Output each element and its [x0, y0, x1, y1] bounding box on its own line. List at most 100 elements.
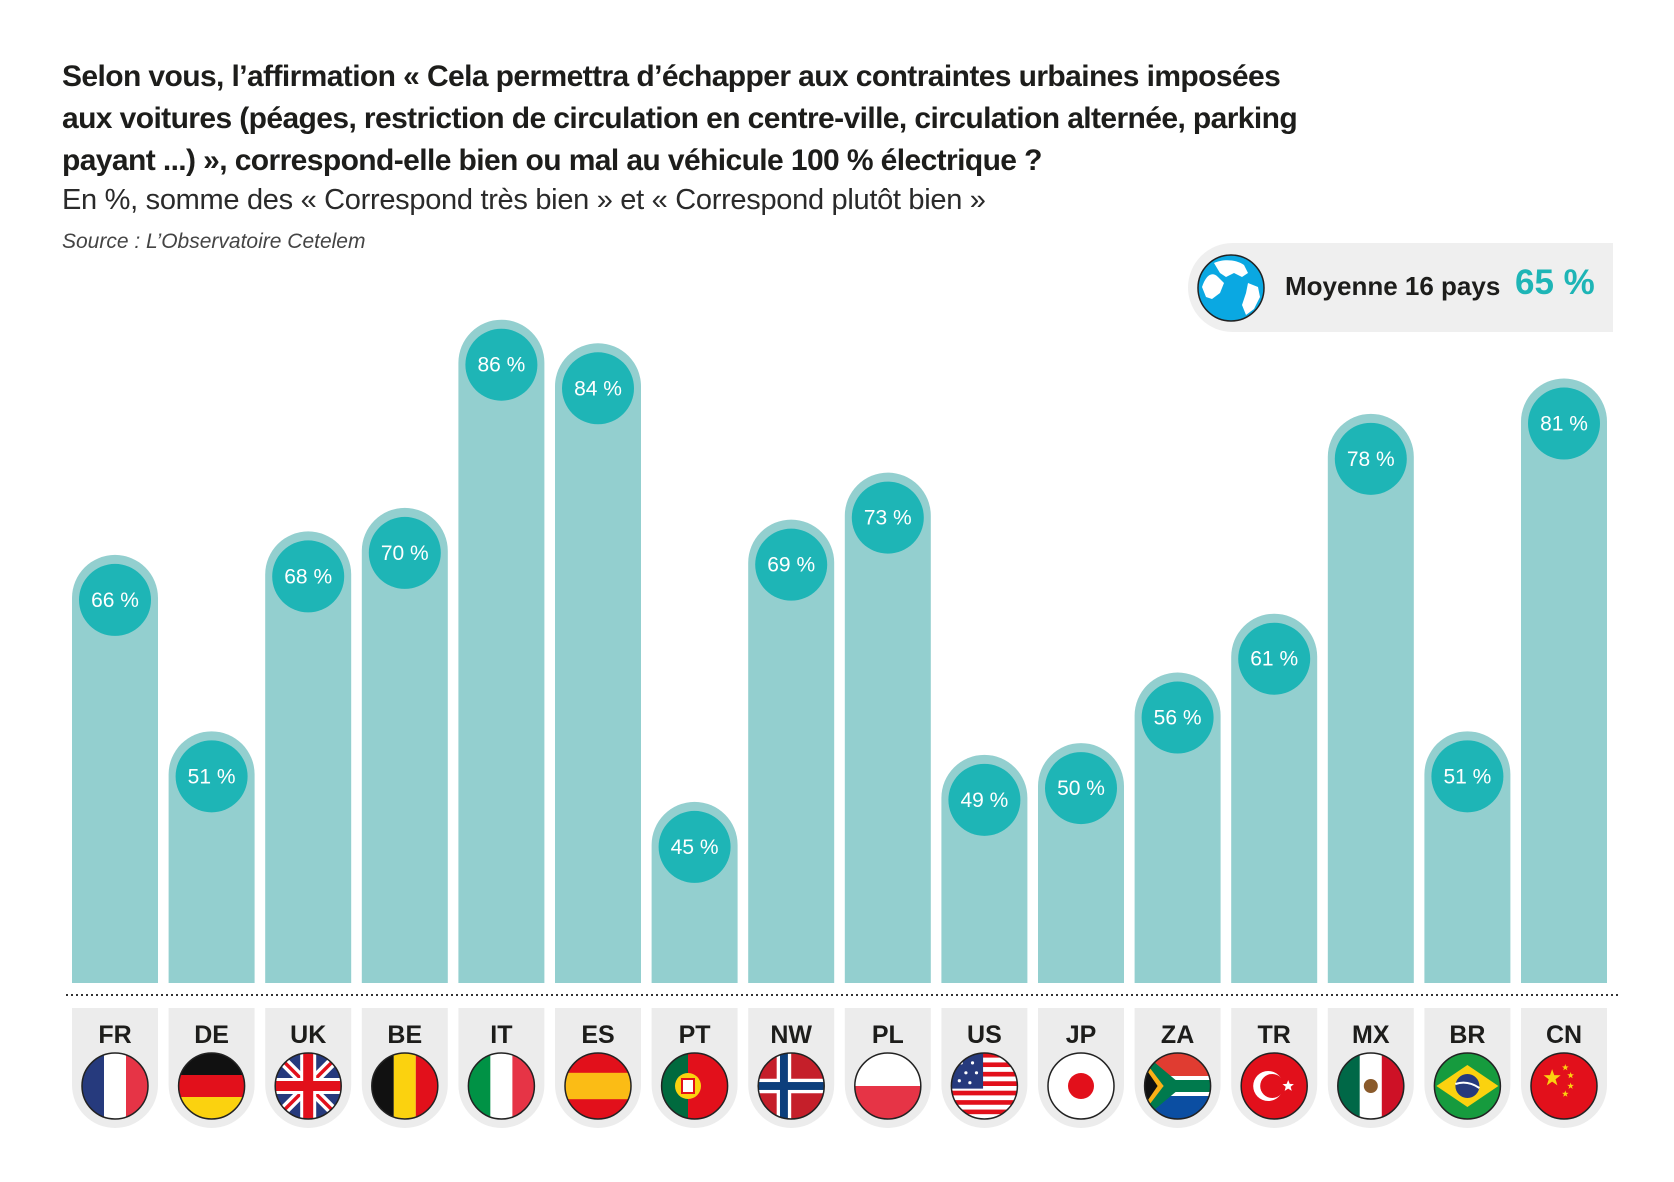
data-label: 49 %	[960, 789, 1008, 812]
country-tab-fr: FR	[72, 1008, 158, 1128]
bar	[1231, 613, 1318, 983]
value-bubble	[1238, 622, 1311, 695]
value-bubble	[851, 481, 924, 554]
bar	[361, 507, 448, 983]
country-tab-br: BR	[1424, 1008, 1511, 1128]
flag-part	[951, 1081, 1018, 1086]
bar-group-uk: 68 %	[265, 531, 352, 983]
data-label: 68 %	[284, 565, 332, 588]
data-label: 66 %	[91, 589, 139, 612]
flag-part	[178, 1053, 245, 1075]
flag-part	[1282, 1080, 1294, 1091]
value-bubble	[1334, 422, 1407, 495]
bar-group-tr: 61 %	[1231, 613, 1318, 983]
flag-part	[951, 1071, 1018, 1077]
flag-border	[177, 1052, 246, 1120]
bar-group-za: 56 %	[1134, 672, 1221, 983]
flag-part	[970, 1061, 975, 1065]
value-bubble	[562, 352, 634, 425]
data-label: 56 %	[1154, 707, 1202, 730]
country-tab-tr: TR	[1231, 1008, 1318, 1128]
country-tab-pt: PT	[651, 1008, 738, 1128]
value-bubble	[465, 328, 538, 401]
flag-part	[964, 1071, 968, 1075]
flag-part	[415, 1053, 438, 1119]
flag-part	[512, 1053, 535, 1119]
flag-part	[1567, 1071, 1574, 1079]
flag-part	[758, 1082, 825, 1090]
country-tab-es: ES	[555, 1008, 641, 1128]
country-tab-it: IT	[458, 1008, 545, 1128]
bar-group-es: 84 %	[555, 343, 641, 983]
flag-part	[371, 1053, 394, 1119]
x-tick-label: DE	[194, 1021, 229, 1049]
x-tick-label: ES	[581, 1021, 614, 1049]
flag-border	[660, 1052, 729, 1120]
japan-flag-icon	[1048, 1053, 1114, 1119]
bar	[265, 531, 352, 983]
usa-flag-icon	[951, 1053, 1018, 1119]
x-tick-label: PL	[872, 1021, 904, 1049]
bar-group-br: 51 %	[1424, 731, 1511, 983]
bar	[555, 343, 641, 983]
flag-part	[1455, 1081, 1480, 1089]
x-tick-label: US	[967, 1021, 1002, 1049]
flag-part	[104, 1053, 126, 1119]
china-flag-icon	[1531, 1053, 1597, 1119]
flag-part	[82, 1053, 104, 1119]
bar	[844, 472, 931, 983]
value-bubble	[1141, 681, 1214, 754]
x-tick-label: JP	[1066, 1021, 1097, 1049]
flag-border	[1143, 1052, 1212, 1120]
value-bubble	[175, 740, 248, 813]
flag-part	[178, 1097, 245, 1119]
x-tick-label: TR	[1258, 1021, 1291, 1049]
flag-part	[1381, 1053, 1404, 1119]
data-label: 70 %	[381, 542, 429, 565]
bar-group-be: 70 %	[361, 507, 448, 983]
country-tab-be: BE	[361, 1008, 448, 1128]
flag-part	[957, 1079, 961, 1083]
bar-group-mx: 78 %	[1327, 413, 1414, 983]
data-label: 61 %	[1250, 648, 1298, 671]
uk-flag-icon	[275, 1053, 342, 1119]
chart-subtitle: En %, somme des « Correspond très bien »…	[62, 184, 986, 216]
flag-part	[951, 1114, 1018, 1119]
flag-border	[1530, 1052, 1598, 1120]
data-label: 51 %	[1443, 765, 1491, 788]
flag-border	[564, 1052, 632, 1120]
flag-part	[303, 1053, 314, 1119]
flag-border	[1433, 1052, 1502, 1120]
globe-icon	[1197, 254, 1265, 322]
x-tick-label: NW	[770, 1021, 812, 1049]
bar-group-jp: 50 %	[1038, 743, 1124, 983]
flag-part	[951, 1062, 1018, 1068]
flag-part	[1144, 1053, 1211, 1119]
flag-part	[468, 1053, 491, 1119]
belgium-flag-icon	[371, 1053, 438, 1119]
bar	[458, 319, 545, 983]
x-tick-label: MX	[1352, 1021, 1390, 1049]
flag-border	[1240, 1052, 1308, 1120]
bar-group-pt: 45 %	[651, 801, 738, 983]
spain-flag-icon	[565, 1053, 631, 1119]
flag-part	[1260, 1074, 1285, 1098]
flag-part	[1068, 1073, 1094, 1099]
flag-part	[951, 1053, 1018, 1058]
flag-part	[1337, 1053, 1360, 1119]
value-bubble	[948, 763, 1021, 836]
value-bubble	[79, 563, 151, 636]
france-flag-icon	[82, 1053, 148, 1119]
country-tab-cn: CN	[1521, 1008, 1607, 1128]
country-tab-de: DE	[168, 1008, 255, 1128]
country-tab-nw: NW	[748, 1008, 835, 1128]
flag-part	[1144, 1067, 1158, 1105]
x-tick-label: BE	[387, 1021, 422, 1049]
bar	[1521, 378, 1607, 983]
flag-part	[565, 1072, 631, 1100]
chart-title: Selon vous, l’affirmation « Cela permett…	[62, 56, 1582, 182]
flag-border	[854, 1052, 922, 1120]
bar	[748, 519, 835, 983]
data-label: 81 %	[1540, 413, 1588, 436]
bar	[72, 554, 158, 983]
